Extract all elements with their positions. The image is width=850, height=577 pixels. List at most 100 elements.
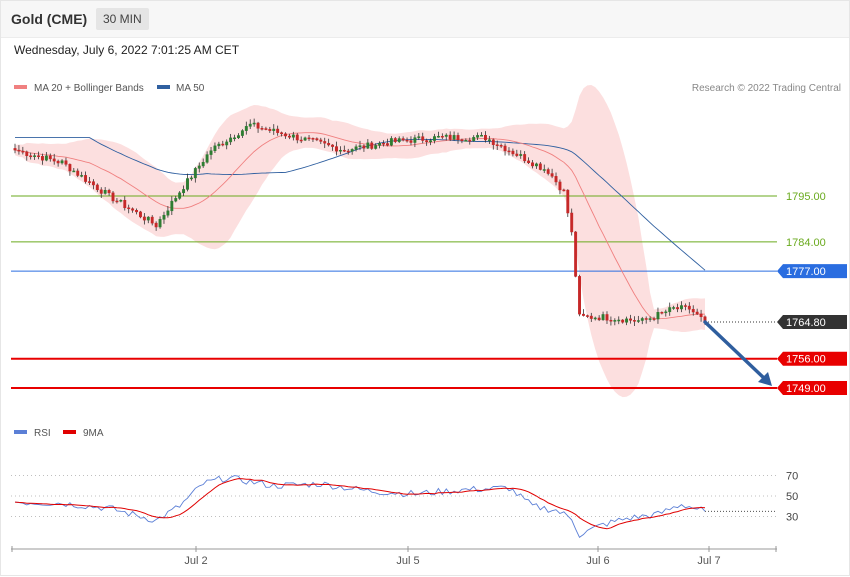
candle	[197, 162, 201, 173]
candle	[597, 315, 601, 322]
candle	[570, 208, 574, 236]
candle	[452, 131, 456, 141]
candle	[52, 153, 56, 165]
candle	[499, 143, 503, 149]
candle	[389, 136, 393, 147]
rsi-level-label-30: 30	[786, 511, 798, 523]
candle	[44, 152, 48, 162]
rsi-legend-label: RSI	[34, 428, 51, 439]
candle	[613, 318, 617, 326]
candle	[13, 143, 17, 154]
candle	[99, 187, 103, 198]
candle	[468, 137, 472, 145]
candle	[338, 146, 342, 155]
candle	[456, 132, 460, 144]
candle	[527, 157, 531, 164]
candle	[660, 311, 664, 315]
candle	[656, 307, 660, 324]
candle	[632, 316, 636, 327]
candle	[209, 146, 213, 160]
candle	[625, 316, 629, 326]
candle	[417, 133, 421, 141]
candlesticks	[13, 118, 707, 327]
candle	[676, 303, 680, 313]
candle	[174, 195, 178, 203]
candle	[644, 316, 648, 324]
candle	[558, 179, 562, 195]
candle	[495, 140, 499, 151]
candle	[229, 133, 233, 145]
candle	[695, 308, 699, 316]
rsi-ma-legend-label: 9MA	[83, 428, 104, 439]
candle	[331, 144, 335, 151]
candle	[683, 303, 687, 311]
candle	[91, 179, 95, 190]
forecast-arrow-head	[758, 371, 772, 386]
candle	[33, 153, 37, 160]
candle	[523, 151, 527, 164]
x-tick-label: Jul 6	[586, 555, 609, 567]
candle	[221, 140, 225, 147]
level-tag-1777.00	[777, 264, 847, 279]
candle	[370, 141, 374, 150]
candle	[668, 302, 672, 316]
candle	[244, 121, 248, 135]
candle	[107, 188, 111, 196]
candle	[393, 137, 397, 144]
candle	[582, 309, 585, 317]
candle	[511, 148, 515, 157]
candle	[464, 138, 468, 142]
candle	[327, 138, 331, 147]
candle	[542, 164, 546, 173]
candle	[193, 166, 197, 183]
candle	[554, 172, 558, 186]
bollinger-band-area	[15, 85, 705, 398]
candle	[550, 168, 554, 179]
ma50-legend-label: MA 50	[176, 83, 205, 94]
candle	[519, 150, 523, 159]
candle	[25, 150, 29, 161]
rsi-legend-swatch	[14, 430, 27, 434]
level-label-1784.00: 1784.00	[786, 237, 826, 249]
candle	[189, 175, 193, 181]
candle	[213, 142, 217, 153]
timeframe-badge[interactable]: 30 MIN	[96, 8, 149, 30]
candle	[401, 136, 405, 142]
candle	[448, 131, 452, 142]
candle	[648, 316, 652, 322]
instrument-title: Gold (CME)	[11, 11, 88, 27]
last-price-label: 1764.80	[786, 317, 826, 329]
candle	[146, 216, 150, 224]
candle	[248, 119, 252, 130]
ma20-legend-swatch	[14, 85, 27, 89]
candle	[487, 135, 491, 144]
candle	[166, 206, 170, 218]
candle	[295, 133, 299, 144]
candle	[103, 187, 107, 195]
candle	[323, 137, 327, 149]
level-tag-1749.00	[777, 380, 847, 395]
candle	[272, 124, 276, 135]
candle	[256, 121, 260, 133]
candle	[507, 147, 511, 156]
forecast-arrow-shaft	[703, 320, 768, 382]
candle	[217, 141, 221, 150]
candle	[299, 136, 303, 144]
candle	[699, 309, 703, 322]
candle	[335, 141, 338, 156]
candle	[605, 311, 609, 324]
candle	[687, 302, 691, 314]
candle	[170, 196, 174, 216]
candle	[315, 137, 319, 142]
candle	[115, 197, 119, 204]
price-levels	[11, 195, 777, 389]
candle	[440, 133, 444, 140]
candle	[385, 138, 389, 147]
candle	[40, 153, 44, 165]
candle	[609, 316, 613, 326]
candle	[346, 148, 350, 155]
candle	[154, 221, 158, 231]
candle	[621, 319, 625, 324]
candle	[276, 125, 280, 136]
candle	[84, 171, 88, 184]
